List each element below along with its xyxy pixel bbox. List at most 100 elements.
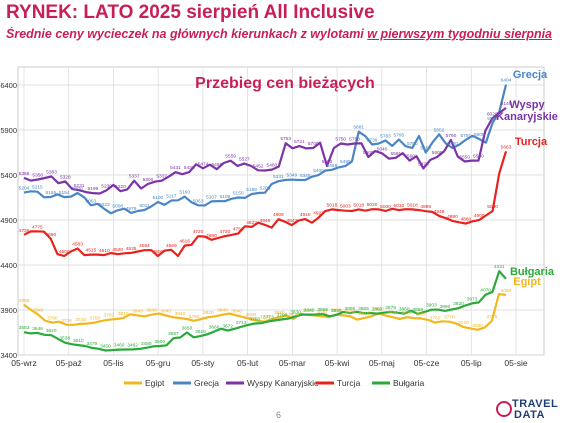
data-label: 3973 xyxy=(467,296,478,302)
data-label: 5460 xyxy=(267,163,278,169)
data-label: 4510 xyxy=(99,248,110,254)
data-label: 3736 xyxy=(61,318,72,324)
data-label: 3610 xyxy=(195,329,206,335)
data-label: 5000 xyxy=(487,204,498,210)
data-label: 5791 xyxy=(460,133,471,139)
data-label: 3866 xyxy=(345,306,356,312)
data-label: 4569 xyxy=(166,243,177,249)
data-label: 5003 xyxy=(340,204,351,210)
data-label: 5023 xyxy=(99,202,110,208)
data-label: 6146 xyxy=(501,101,512,107)
data-label: 3856 xyxy=(317,307,328,313)
data-label: 5527 xyxy=(239,157,250,163)
data-label: 3770 xyxy=(260,315,271,321)
x-tick-label: 05-wrz xyxy=(11,358,37,368)
page-subtitle: Średnie ceny wycieczek na głównych kieru… xyxy=(6,27,562,41)
data-label: 3510 xyxy=(73,338,84,344)
data-label: 3830 xyxy=(290,309,301,315)
data-label: 5018 xyxy=(327,202,338,208)
data-label: 6404 xyxy=(501,78,512,84)
x-tick-label: 05-sty xyxy=(191,358,215,368)
legend-item: Grecja xyxy=(194,378,219,388)
data-label: 5663 xyxy=(501,144,512,150)
data-label: 4909 xyxy=(273,212,284,218)
data-label: 3830 xyxy=(316,309,327,315)
data-label: 5018 xyxy=(353,202,364,208)
data-label: 5350 xyxy=(32,173,43,179)
x-tick-label: 05-gru xyxy=(146,358,171,368)
data-label: 5600 xyxy=(363,150,374,156)
y-tick-label: 5900 xyxy=(0,126,17,135)
data-label: 4998 xyxy=(420,204,431,210)
data-label: 4946 xyxy=(434,209,445,215)
data-label: 4910 xyxy=(300,212,311,218)
data-label: 3807 xyxy=(416,311,427,317)
y-tick-label: 5400 xyxy=(0,171,17,180)
data-label: 3760 xyxy=(430,316,441,322)
data-label: 5750 xyxy=(335,137,346,143)
legend-item: Bułgaria xyxy=(393,378,424,388)
series-lines xyxy=(23,84,508,352)
legend-item: Egipt xyxy=(145,378,165,388)
data-label: 3858 xyxy=(412,307,423,313)
data-label: 5109 xyxy=(219,194,230,200)
data-label: 5200 xyxy=(72,186,83,192)
data-label: 5500 xyxy=(322,159,333,165)
data-label: 5063 xyxy=(193,198,204,204)
legend-item: Turcja xyxy=(337,378,361,388)
data-label: 4846 xyxy=(260,218,271,224)
x-tick-label: 05-lis xyxy=(103,358,123,368)
data-label: 3460 xyxy=(114,343,125,349)
data-label: 3810 xyxy=(175,311,186,317)
data-label: 5063 xyxy=(86,198,97,204)
data-label: 5550 xyxy=(459,155,470,161)
data-label: 5345 xyxy=(300,173,311,179)
data-label: 5852 xyxy=(434,127,445,133)
data-label: 5591 xyxy=(390,151,401,157)
data-label: 3848 xyxy=(146,308,157,314)
data-label: 4823 xyxy=(246,220,257,226)
data-label: 3620 xyxy=(46,328,57,334)
x-tick-label: 05-lip xyxy=(461,358,482,368)
data-label: 4070 xyxy=(480,288,491,294)
data-label: 5700 xyxy=(407,141,418,147)
data-label: 5220 xyxy=(115,184,126,190)
data-label: 3780 xyxy=(189,314,200,320)
data-label: 3680 xyxy=(472,323,483,329)
data-label: 3672 xyxy=(222,324,233,330)
data-label: 3820 xyxy=(274,310,285,316)
data-label: 5204 xyxy=(19,186,30,192)
data-label: 5230 xyxy=(101,183,112,189)
series-end-label: Egipt xyxy=(513,276,541,288)
data-label: 5750 xyxy=(349,137,360,143)
data-label: 3587 xyxy=(168,331,179,337)
data-label: 4736 xyxy=(19,228,30,234)
series-line xyxy=(23,107,507,195)
data-label: 3846 xyxy=(302,308,313,314)
data-label: 3890 xyxy=(440,304,451,310)
x-tick-label: 05-sie xyxy=(504,358,527,368)
series-end-label: Kanaryjskie xyxy=(496,111,558,123)
data-label: 5790 xyxy=(446,133,457,139)
data-label: 3450 xyxy=(100,344,111,350)
data-label: 3865 xyxy=(358,306,369,312)
data-label: 5020 xyxy=(367,202,378,208)
data-label: 5700 xyxy=(447,141,458,147)
series-line xyxy=(23,150,508,258)
data-label: 5328 xyxy=(60,174,71,180)
data-label: 3779 xyxy=(486,314,497,320)
data-label: 3646 xyxy=(32,326,43,332)
data-label: 3879 xyxy=(385,305,396,311)
data-label: 3480 xyxy=(141,341,152,347)
data-label: 5337 xyxy=(156,174,167,180)
data-label: 3770 xyxy=(444,315,455,321)
data-label: 3800 xyxy=(288,312,299,318)
data-label: 3650 xyxy=(182,326,193,332)
data-label: 3810 xyxy=(359,311,370,317)
data-label: 5980 xyxy=(487,116,498,122)
data-label: 5160 xyxy=(179,190,190,196)
data-label: 3903 xyxy=(426,303,437,309)
data-label: 5011 xyxy=(139,203,150,209)
chart-grid xyxy=(18,67,544,356)
